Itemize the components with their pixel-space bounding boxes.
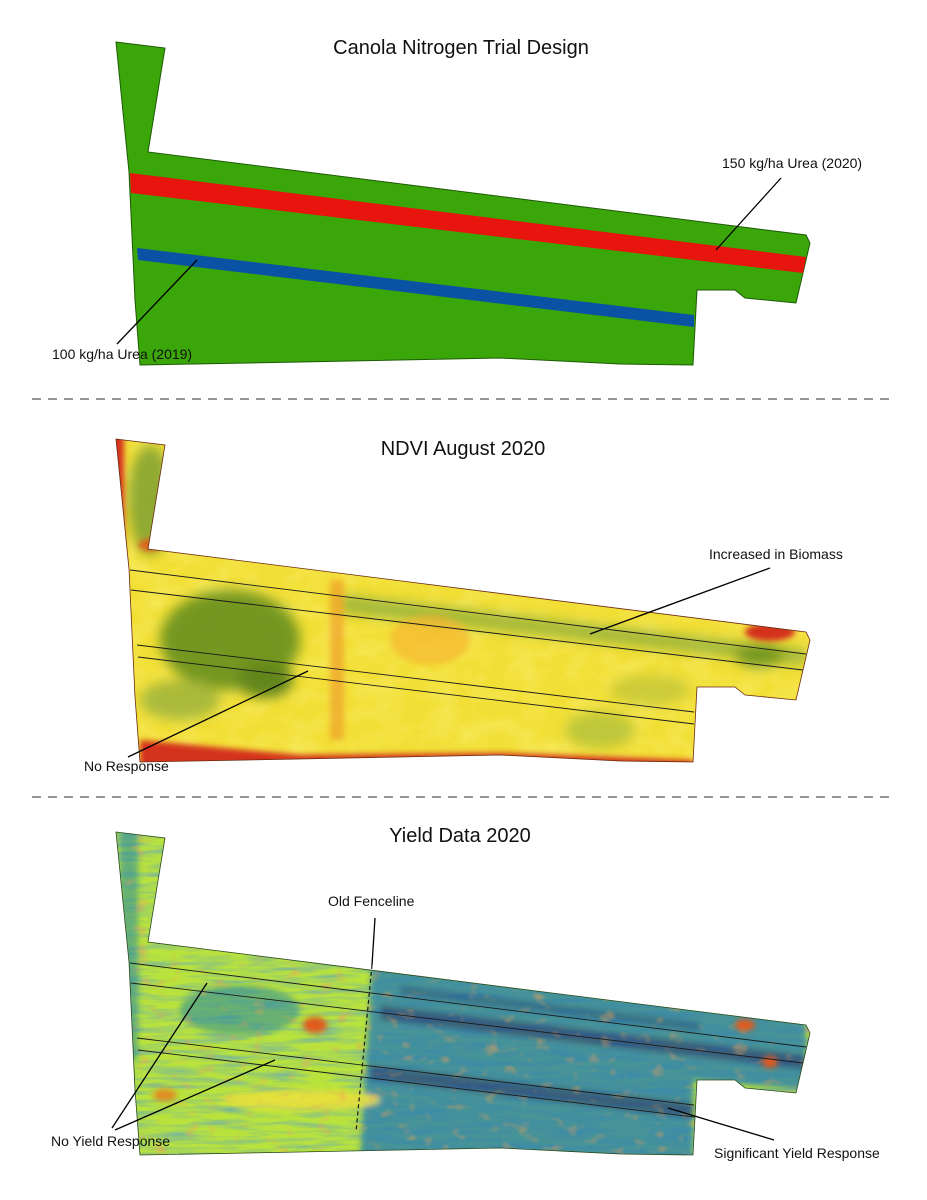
label-old-fenceline: Old Fenceline — [328, 893, 415, 909]
ndvi-trial-strips — [129, 569, 807, 725]
label-150kg: 150 kg/ha Urea (2020) — [722, 155, 862, 171]
yield-trial-strips — [129, 962, 807, 1118]
leader-significant-yield-response — [667, 1107, 775, 1141]
design-title: Canola Nitrogen Trial Design — [333, 37, 589, 59]
leader-old-fenceline — [371, 917, 376, 966]
leader-100kg — [116, 259, 198, 345]
strip-100kg-2019 — [137, 248, 694, 327]
yield-map — [116, 832, 810, 1155]
yield-title: Yield Data 2020 — [389, 825, 531, 847]
label-100kg: 100 kg/ha Urea (2019) — [52, 346, 192, 362]
leader-no-yield-response-b — [114, 1059, 276, 1131]
ndvi-title: NDVI August 2020 — [381, 438, 546, 460]
leader-no-yield-response-a — [111, 982, 208, 1129]
strip-150kg-2020 — [130, 173, 806, 273]
label-no-yield-response: No Yield Response — [51, 1133, 170, 1149]
label-no-response: No Response — [84, 758, 169, 774]
leader-no-response — [127, 670, 309, 758]
label-significant-yield-response: Significant Yield Response — [714, 1145, 880, 1161]
label-increased-biomass: Increased in Biomass — [709, 546, 843, 562]
ndvi-panel: NDVI August 2020 — [84, 438, 843, 774]
leader-150kg — [715, 177, 782, 251]
yield-panel: Yield Data 2020 — [51, 825, 880, 1161]
leader-increased-biomass — [589, 567, 771, 635]
design-panel: Canola Nitrogen Trial Design 150 kg/ha U… — [52, 37, 862, 366]
